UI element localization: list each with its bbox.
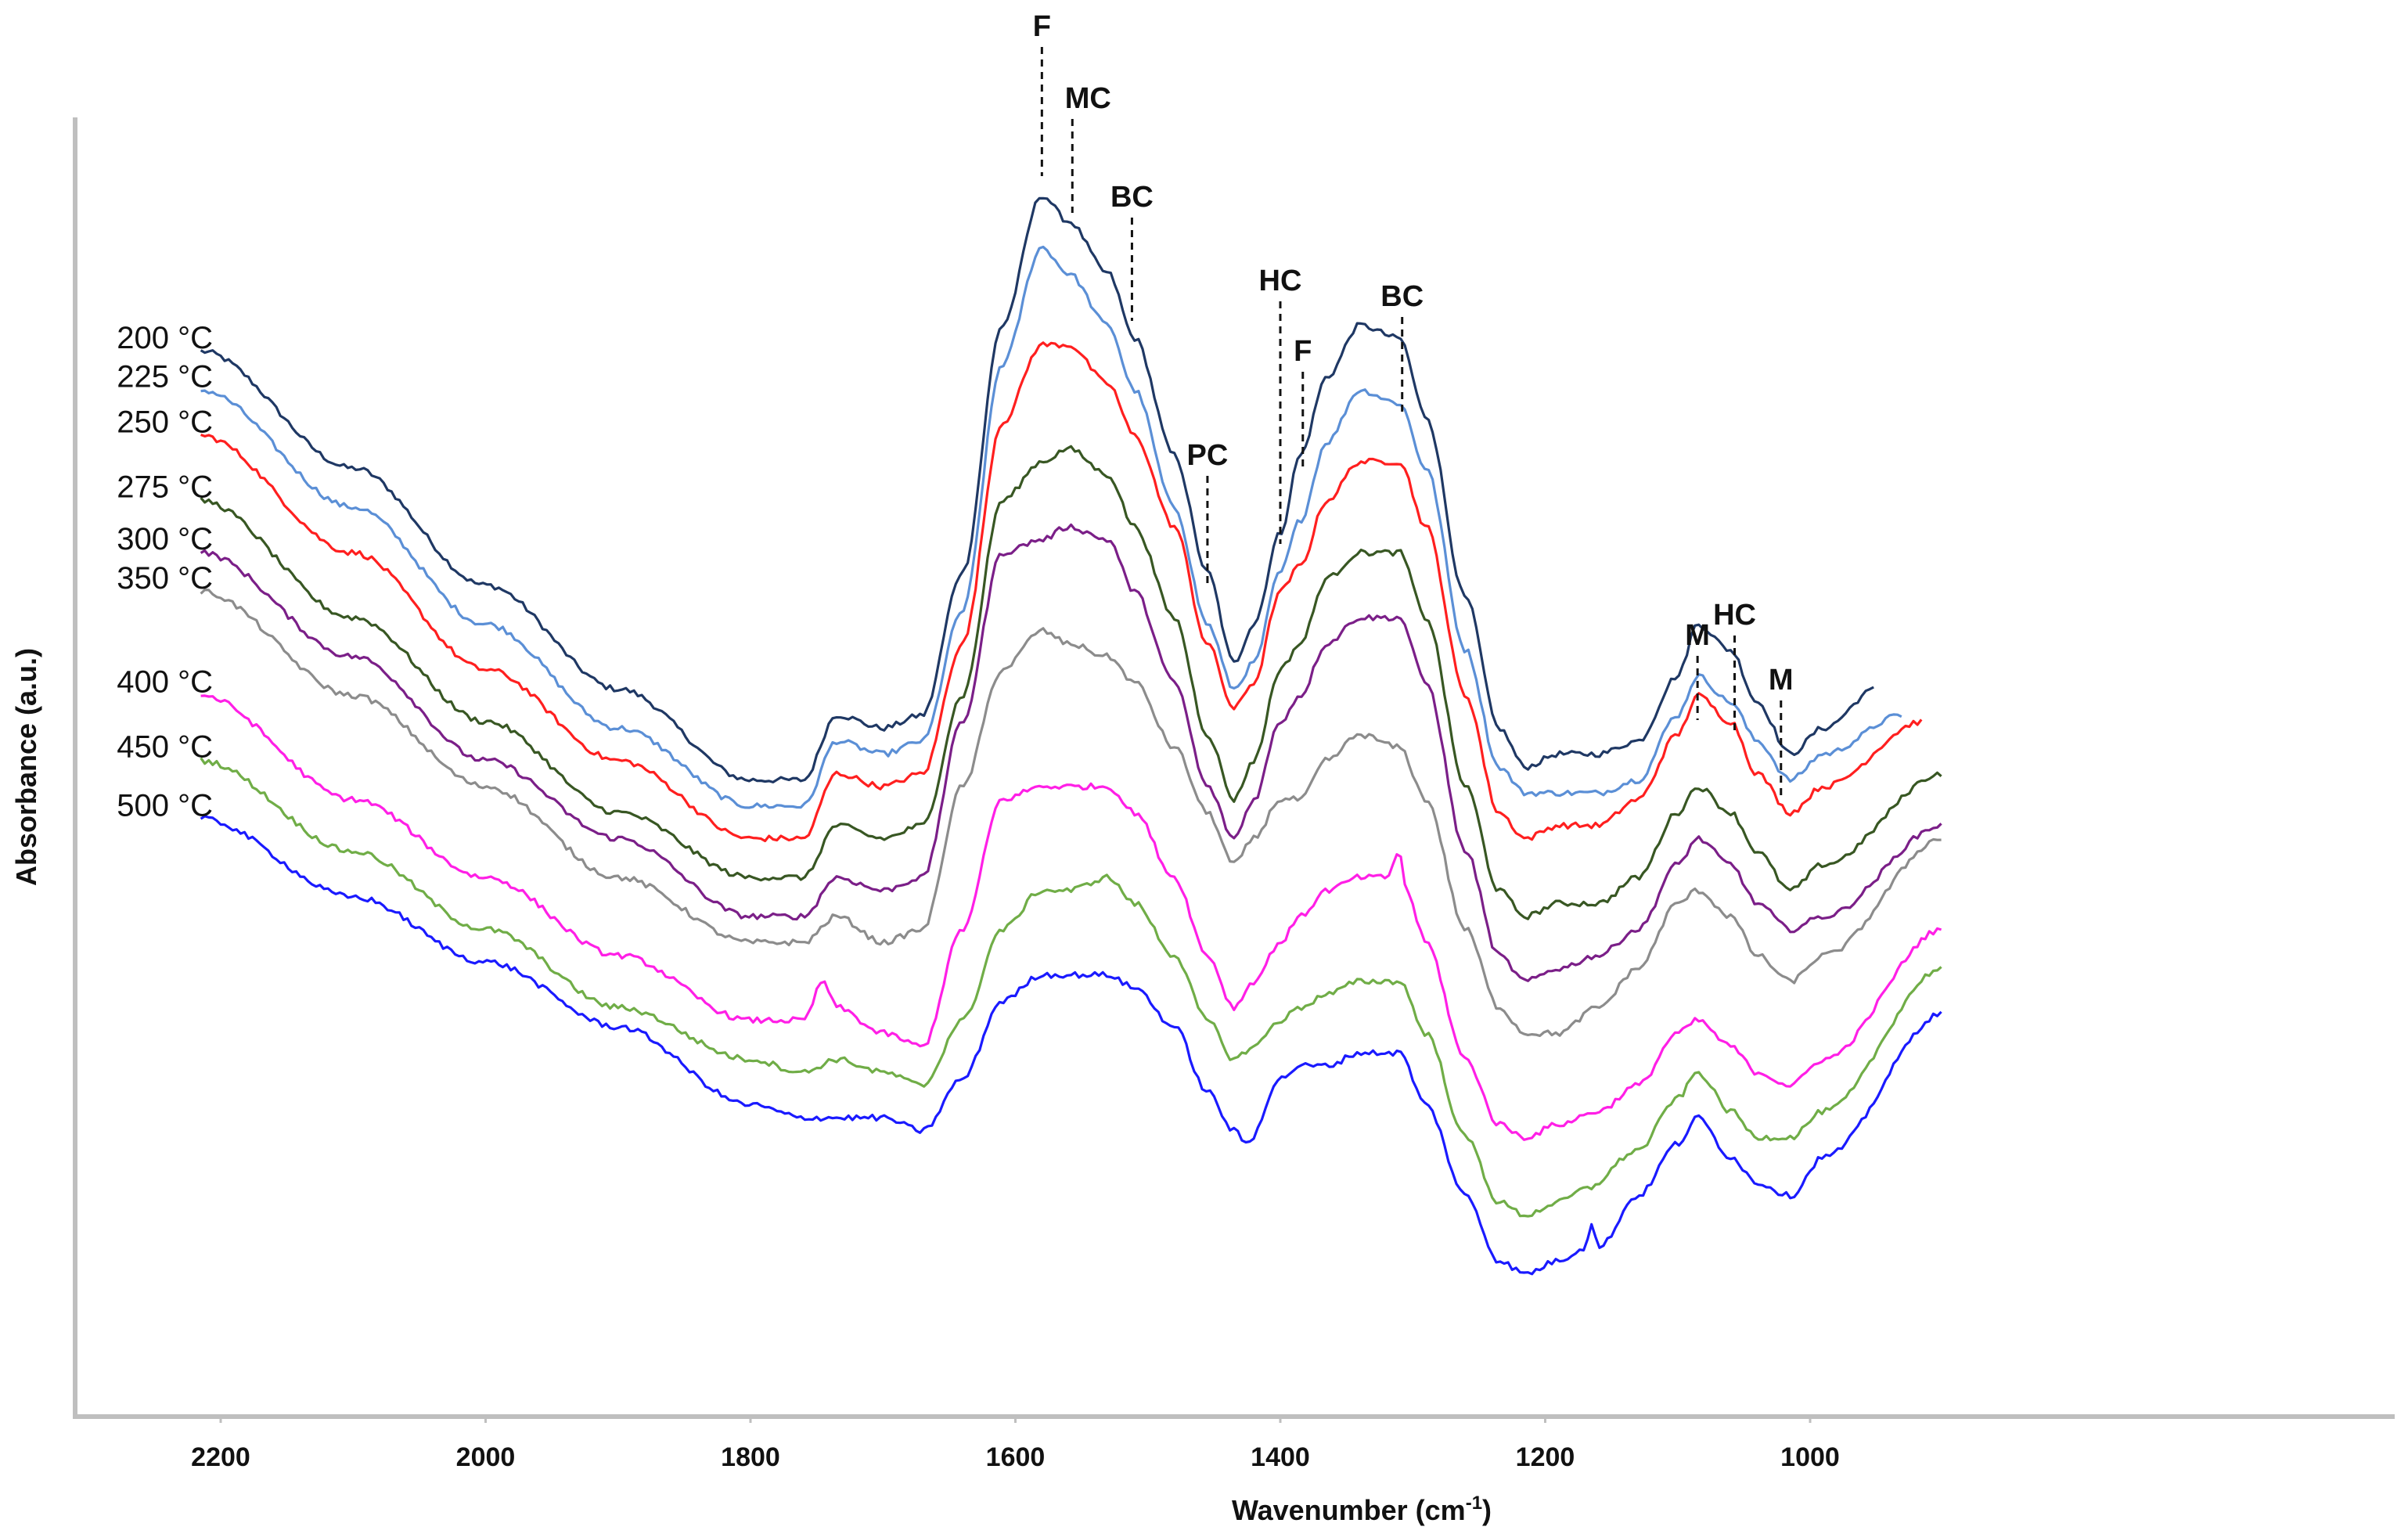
x-axis-title-end: ) xyxy=(1482,1494,1492,1526)
series-label: 350 °C xyxy=(117,561,213,596)
peak-label: M xyxy=(1769,664,1794,697)
spectrum-line-225 xyxy=(200,245,1902,809)
spectrum-line-275 xyxy=(200,445,1942,920)
spectrum-line-450 xyxy=(200,757,1942,1218)
x-tick-label: 1000 xyxy=(1780,1442,1840,1472)
series-label: 250 °C xyxy=(117,405,213,440)
spectrum-line-400 xyxy=(200,694,1942,1141)
x-tick-label: 2000 xyxy=(456,1442,516,1472)
spectrum-line-250 xyxy=(200,341,1923,843)
spectrum-line-300 xyxy=(200,523,1942,982)
peak-label: BC xyxy=(1110,181,1154,214)
x-axis-title-main: Wavenumber (cm xyxy=(1232,1494,1466,1526)
x-tick-labels: 2200 2000 1800 1600 1400 1200 1000 xyxy=(191,1417,1840,1472)
peak-label: M xyxy=(1685,619,1710,652)
peak-label: HC xyxy=(1259,265,1302,297)
series-labels: 200 °C 225 °C 250 °C 275 °C 300 °C 350 °C 400 … xyxy=(117,321,213,823)
peak-label: F xyxy=(1033,10,1051,43)
x-axis-title: Wavenumber (cm-1) xyxy=(1232,1493,1492,1526)
series-label: 200 °C xyxy=(117,321,213,355)
spectrum-line-200 xyxy=(200,196,1874,783)
x-tick-label: 2200 xyxy=(191,1442,250,1472)
series-label: 500 °C xyxy=(117,788,213,823)
spectra xyxy=(200,196,1942,1276)
x-tick-label: 1800 xyxy=(721,1442,780,1472)
series-label: 300 °C xyxy=(117,522,213,556)
series-label: 275 °C xyxy=(117,470,213,505)
x-tick-label: 1400 xyxy=(1251,1442,1310,1472)
series-label: 400 °C xyxy=(117,665,213,700)
peak-label: BC xyxy=(1380,280,1424,313)
peak-label: F xyxy=(1294,335,1312,368)
spectrum-line-350 xyxy=(200,589,1942,1037)
x-axis-title-superscript: -1 xyxy=(1466,1493,1482,1514)
spectrum-line-500 xyxy=(200,815,1942,1276)
x-tick-label: 1600 xyxy=(986,1442,1046,1472)
x-tick-label: 1200 xyxy=(1516,1442,1575,1472)
axes xyxy=(73,117,2395,1419)
series-label: 450 °C xyxy=(117,730,213,765)
y-axis-title: Absorbance (a.u.) xyxy=(10,648,42,886)
peak-label: HC xyxy=(1713,599,1756,632)
peak-label: MC xyxy=(1065,82,1111,115)
series-label: 225 °C xyxy=(117,360,213,394)
peak-label: PC xyxy=(1187,439,1229,472)
